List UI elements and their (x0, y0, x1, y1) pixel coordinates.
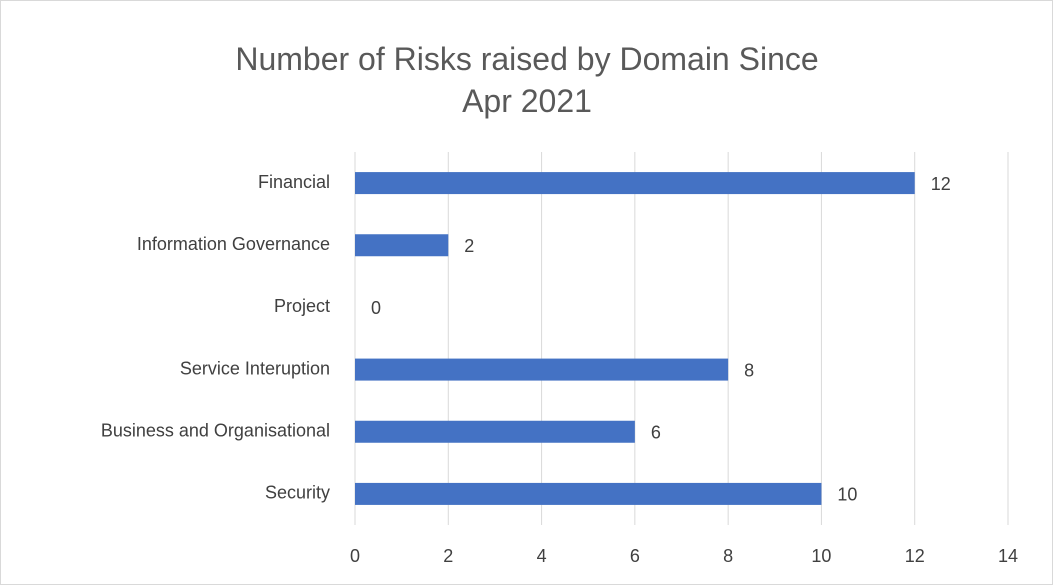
data-label: 10 (837, 485, 857, 505)
bar (355, 234, 449, 257)
y-tick-label: Service Interuption (180, 358, 330, 378)
x-tick-label: 12 (905, 546, 925, 566)
y-tick-label: Business and Organisational (101, 421, 330, 441)
x-tick-label: 8 (723, 546, 733, 566)
x-tick-label: 6 (630, 546, 640, 566)
y-tick-label: Security (265, 483, 330, 503)
x-tick-label: 2 (443, 546, 453, 566)
bar (355, 172, 915, 195)
chart-title: Number of Risks raised by Domain Since A… (235, 41, 819, 119)
x-tick-label: 14 (998, 546, 1018, 566)
data-label: 8 (744, 360, 754, 380)
data-label: 2 (464, 236, 474, 256)
bar (355, 420, 635, 443)
data-label: 0 (371, 298, 381, 318)
data-label: 6 (651, 423, 661, 443)
y-tick-label: Project (274, 296, 330, 316)
x-tick-label: 4 (537, 546, 547, 566)
x-tick-label: 0 (350, 546, 360, 566)
y-tick-label: Information Governance (137, 234, 330, 254)
data-label: 12 (931, 174, 951, 194)
bar (355, 358, 729, 381)
bar (355, 482, 822, 505)
x-tick-label: 10 (811, 546, 831, 566)
y-tick-label: Financial (258, 172, 330, 192)
